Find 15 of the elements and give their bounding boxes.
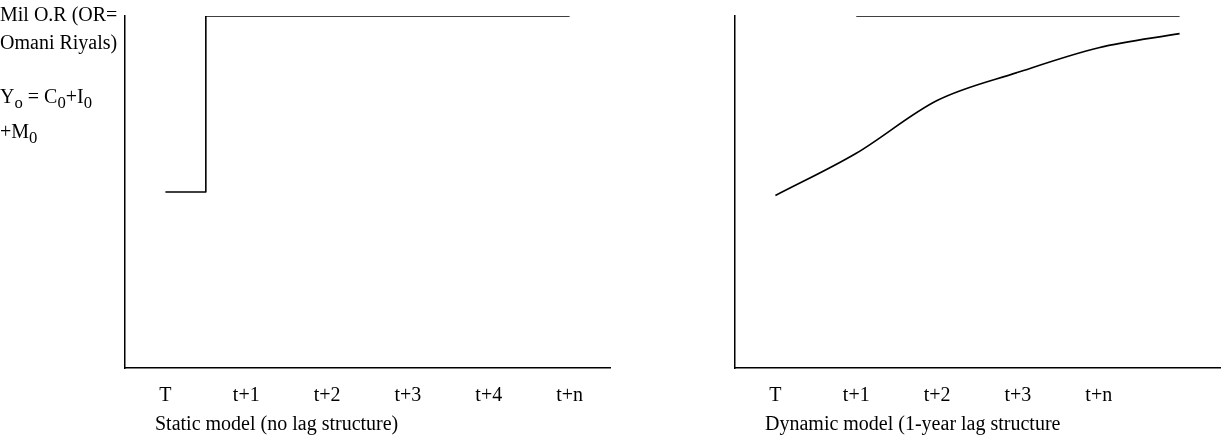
x-tick-label: t+n — [1085, 383, 1113, 406]
x-tick-label: T — [159, 383, 172, 406]
x-tick-label: t+2 — [313, 383, 341, 406]
x-tick-label: t+1 — [842, 383, 870, 406]
x-tick-label: t+3 — [394, 383, 422, 406]
text: Y$_{o}$ = C$_{0}$+I$_{0}$ +M$_{0}$ — [0, 85, 93, 147]
y-axis-title: Mil O.R (OR= Omani Riyals) — [0, 2, 119, 56]
x-tick-label: t+n — [556, 383, 584, 406]
x-tick-label: t+3 — [1004, 383, 1032, 406]
x-tick-label: t+2 — [923, 383, 951, 406]
x-axis-title: Static model (no lag structure) — [155, 412, 399, 435]
x-axis-title: Dynamic model (1-year lag structure — [765, 412, 1061, 435]
x-tick-label: t+4 — [475, 383, 503, 406]
x-tick-label: T — [769, 383, 782, 406]
x-tick-label: t+1 — [232, 383, 260, 406]
